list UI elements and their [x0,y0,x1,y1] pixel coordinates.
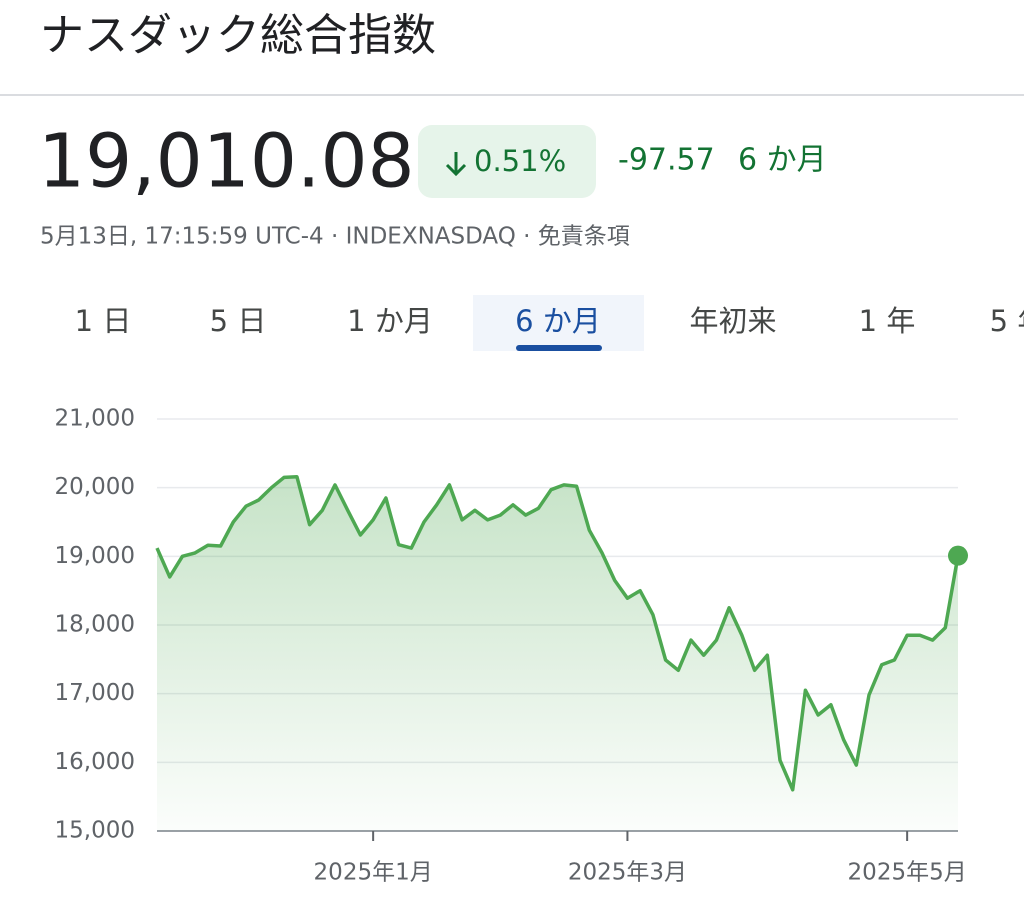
tab-indicator [516,345,602,351]
page-title: ナスダック総合指数 [40,10,436,61]
range-tabs: 1 日 5 日 1 か月 6 か月 年初来 1 年 5 年 [75,295,1024,351]
y-tick-label: 16,000 [55,749,135,775]
y-tick-label: 18,000 [55,612,135,638]
chart: 15,000 16,000 17,000 18,000 19,000 20,000 21,0… [55,406,968,886]
last-point [948,545,968,566]
y-tick-label: 21,000 [55,406,135,432]
down-arrow [445,152,467,177]
x-tick-label: 2025年5月 [848,860,967,886]
y-tick-label: 19,000 [55,543,135,569]
tab[interactable]: 5 年 [990,304,1024,338]
tab[interactable]: 5 日 [210,304,267,338]
y-tick-label: 15,000 [55,818,135,844]
quote-meta: 5月13日, 17:15:59 UTC-4 · INDEXNASDAQ · 免責… [40,224,630,250]
tab[interactable]: 年初来 [689,304,776,338]
change-period: 6 か月 [738,143,827,178]
price: 19,010.08 [38,119,415,205]
x-tick-label: 2025年1月 [314,860,433,886]
tab[interactable]: 1 か月 [347,304,433,338]
tab[interactable]: 1 年 [859,304,916,338]
area [157,476,958,831]
price-line [155,474,960,792]
y-tick-label: 20,000 [55,474,135,500]
x-tick-label: 2025年3月 [568,860,687,886]
change-value: -97.57 [618,143,715,178]
change-badge [418,125,596,198]
tab-selected-bg [473,295,644,351]
change-percent: 0.51% [474,144,566,178]
tab[interactable]: 6 か月 [515,304,601,338]
tab[interactable]: 1 日 [75,304,132,338]
y-tick-label: 17,000 [55,680,135,706]
